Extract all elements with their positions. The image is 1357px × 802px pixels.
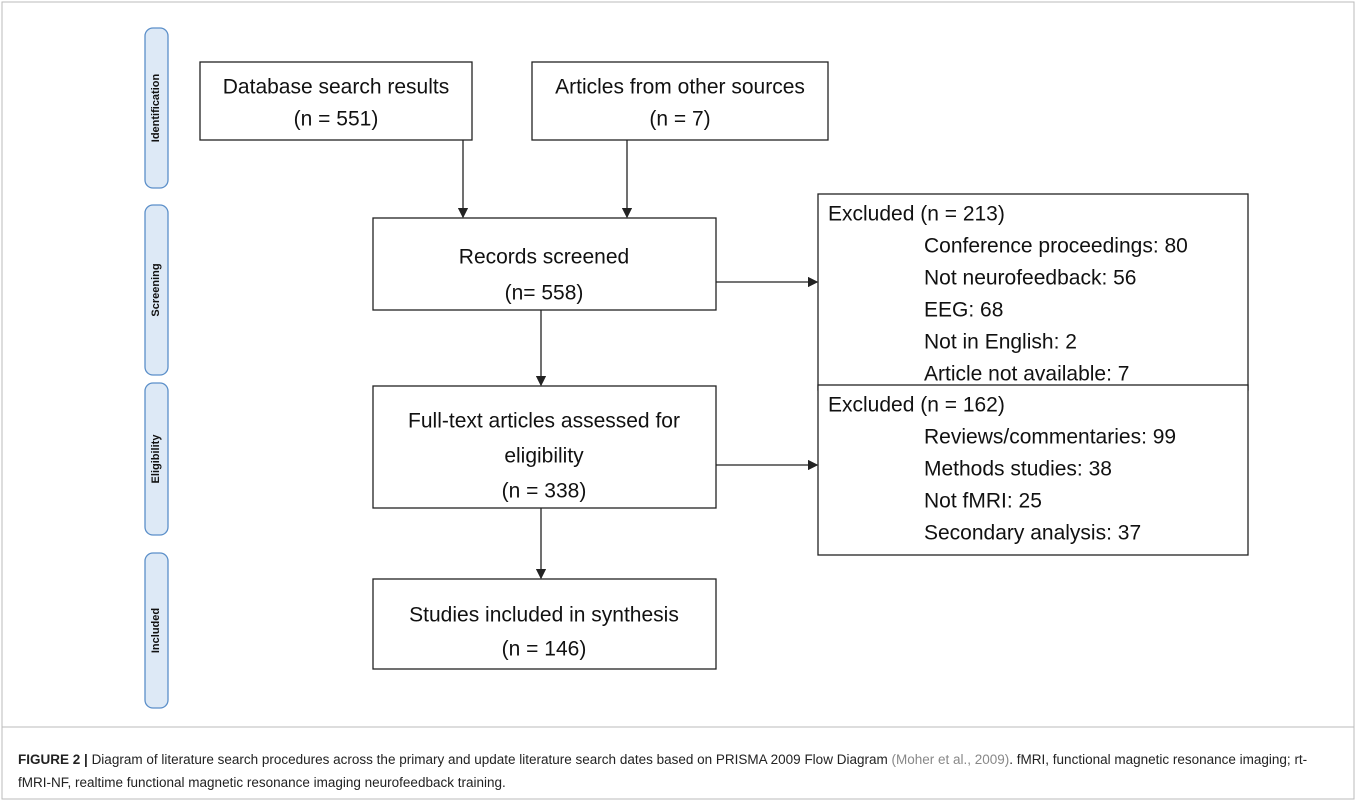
- excluded-title: Excluded (n = 213): [828, 203, 1005, 226]
- stage-label: Included: [150, 608, 162, 653]
- excluded-item: Conference proceedings: 80: [924, 235, 1188, 258]
- excluded-item: Reviews/commentaries: 99: [924, 426, 1176, 449]
- caption-label: FIGURE 2 |: [18, 752, 88, 767]
- box-text: (n = 338): [502, 480, 587, 503]
- caption-citation: (Moher et al., 2009): [891, 752, 1010, 767]
- stage-box: [144, 204, 169, 376]
- stage-box: [144, 382, 169, 536]
- box-text: (n= 558): [505, 282, 584, 305]
- box-text: Database search results: [223, 76, 449, 99]
- excluded-item: EEG: 68: [924, 299, 1003, 322]
- excluded-title: Excluded (n = 162): [828, 394, 1005, 417]
- box-text: Studies included in synthesis: [409, 604, 679, 627]
- stage-label: Eligibility: [150, 434, 162, 484]
- excluded-item: Secondary analysis: 37: [924, 522, 1141, 545]
- box-text: Articles from other sources: [555, 76, 805, 99]
- box-fulltext: [372, 385, 717, 509]
- box-other: [531, 61, 829, 141]
- box-text: Records screened: [459, 246, 629, 269]
- figure-caption: FIGURE 2 | Diagram of literature search …: [18, 748, 1338, 794]
- excluded-item: Methods studies: 38: [924, 458, 1112, 481]
- stage-label: Screening: [150, 263, 162, 316]
- excluded-item: Not fMRI: 25: [924, 490, 1042, 513]
- box-text: eligibility: [504, 445, 584, 468]
- box-text: (n = 551): [294, 108, 379, 131]
- box-screened: [372, 217, 717, 311]
- excluded-item: Not in English: 2: [924, 331, 1077, 354]
- box-excluded-eligibility: [817, 384, 1249, 556]
- box-text: (n = 146): [502, 638, 587, 661]
- box-excluded-screening: [817, 193, 1249, 391]
- box-text: (n = 7): [649, 108, 710, 131]
- stage-box: [144, 27, 169, 189]
- excluded-item: Article not available: 7: [924, 363, 1129, 386]
- box-database: [199, 61, 473, 141]
- box-texts: Database search results (n = 551) Articles…: [223, 76, 1188, 661]
- box-included: [372, 578, 717, 670]
- box-text: Full-text articles assessed for: [408, 410, 680, 433]
- stage-labels: Identification Screening Eligibility Includ…: [144, 27, 169, 709]
- stage-label: Identification: [150, 74, 162, 143]
- stage-box: [144, 552, 169, 709]
- caption-text: Diagram of literature search procedures …: [91, 752, 888, 767]
- caption-text: . fMRI, functional magnetic resonance im…: [18, 752, 1308, 790]
- excluded-item: Not neurofeedback: 56: [924, 267, 1136, 290]
